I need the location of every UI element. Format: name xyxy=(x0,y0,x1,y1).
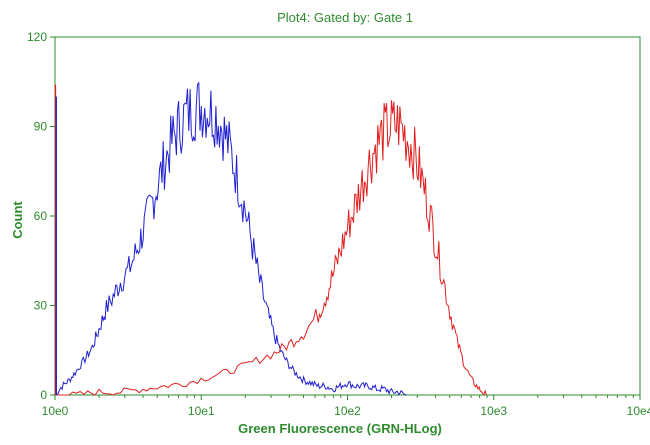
y-tick-label: 120 xyxy=(27,30,47,44)
x-tick-label: 10e2 xyxy=(334,404,361,418)
y-tick-label: 30 xyxy=(34,299,48,313)
y-tick-label: 60 xyxy=(34,209,48,223)
series-layer xyxy=(54,81,487,396)
plot-frame xyxy=(54,36,641,396)
y-axis-label: Count xyxy=(10,201,25,239)
x-tick-label: 10e4 xyxy=(627,404,650,418)
x-axis-ticks: 10e0 10e1 10e2 10e3 10e4 xyxy=(42,395,650,418)
y-axis-ticks: 0 30 60 90 120 xyxy=(27,30,55,402)
x-tick-label: 10e1 xyxy=(188,404,215,418)
x-tick-label: 10e3 xyxy=(480,404,507,418)
x-tick-label: 10e0 xyxy=(42,404,69,418)
y-tick-label: 90 xyxy=(34,120,48,134)
series-line-1 xyxy=(54,100,487,396)
x-axis-label: Green Fluorescence (GRN-HLog) xyxy=(238,421,442,436)
chart-title: Plot4: Gated by: Gate 1 xyxy=(277,10,413,25)
series-line-0 xyxy=(54,81,407,396)
y-tick-label: 0 xyxy=(40,388,47,402)
